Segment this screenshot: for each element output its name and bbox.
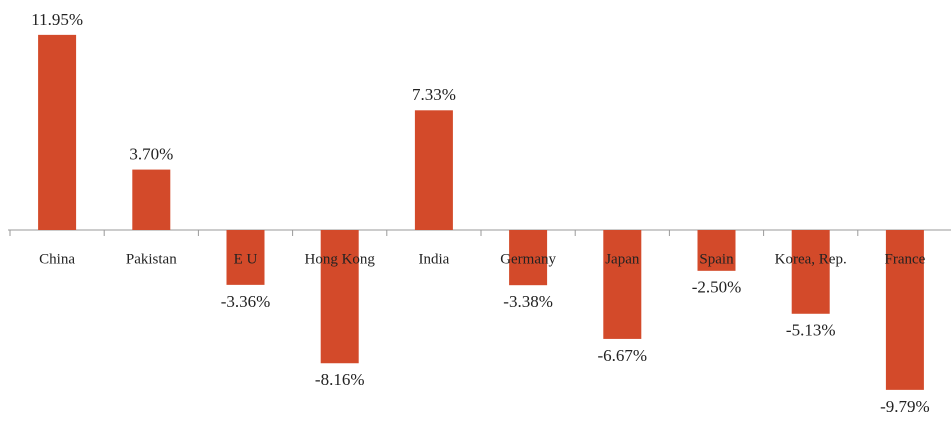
data-label: 11.95% [31, 10, 83, 29]
x-tick-label: Pakistan [126, 251, 177, 267]
x-tick-label: Korea, Rep. [775, 251, 847, 267]
bar [885, 230, 924, 390]
bar [509, 230, 548, 286]
data-label: -2.50% [692, 278, 742, 297]
bar [132, 169, 171, 230]
data-label: -3.36% [221, 292, 271, 311]
x-tick-label: E U [234, 251, 258, 267]
data-label: -3.38% [503, 292, 553, 311]
bar [320, 230, 359, 364]
bar [38, 34, 77, 230]
bar [414, 110, 453, 230]
x-tick-label: China [39, 251, 75, 267]
data-label: 7.33% [412, 85, 456, 104]
x-tick-label: Hong Kong [304, 251, 375, 267]
bar [791, 230, 830, 314]
x-tick-label: Germany [500, 251, 556, 267]
data-label: -6.67% [598, 346, 648, 365]
bar [226, 230, 265, 285]
data-label: 3.70% [129, 144, 173, 163]
bar [603, 230, 642, 339]
data-label: -9.79% [880, 397, 930, 416]
x-tick-label: India [418, 251, 449, 267]
x-tick-label: France [884, 251, 925, 267]
x-tick-label: Spain [699, 251, 734, 267]
data-label: -8.16% [315, 370, 365, 389]
data-label: -5.13% [786, 321, 836, 340]
x-tick-label: Japan [605, 251, 640, 267]
bar [697, 230, 736, 271]
